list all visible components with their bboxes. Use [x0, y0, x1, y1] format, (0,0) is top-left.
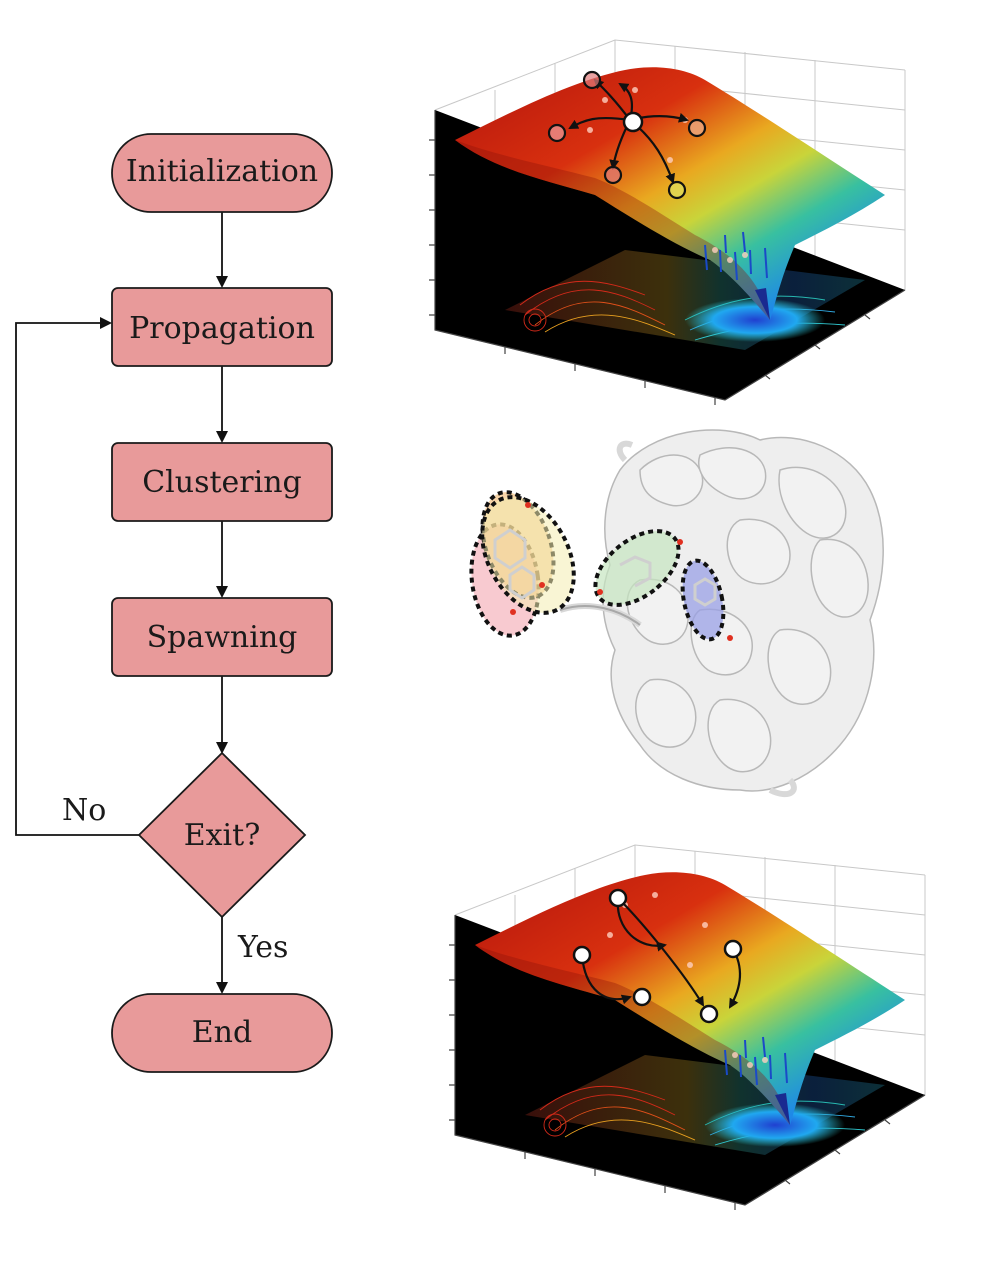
energy-landscape-top — [428, 39, 906, 406]
walker-marker-b — [572, 945, 592, 965]
edge-label-yes: Yes — [237, 930, 288, 965]
cluster-green — [593, 529, 681, 607]
protein-cluster-panel — [469, 429, 884, 798]
energy-landscape-bottom — [448, 844, 926, 1211]
node-spawning[interactable]: Spawning — [111, 597, 333, 677]
walker-parent-marker — [622, 111, 644, 133]
protein-ribbon — [559, 429, 884, 798]
node-clustering-label: Clustering — [142, 465, 302, 500]
node-spawning-label: Spawning — [147, 620, 298, 655]
node-end-label: End — [192, 1015, 252, 1050]
node-exit-label: Exit? — [184, 818, 261, 853]
cluster-blue — [680, 558, 726, 642]
node-end[interactable]: End — [111, 993, 333, 1073]
edge-label-no: No — [62, 793, 106, 828]
ligand-sticks — [493, 528, 717, 607]
node-propagation[interactable]: Propagation — [111, 287, 333, 367]
arrow-exit-no-loop — [15, 317, 139, 836]
flowchart: Initialization Propagation Clustering Sp… — [15, 133, 333, 1073]
walker-marker-merged — [699, 1004, 719, 1024]
cluster-yellow — [480, 495, 576, 615]
node-clustering[interactable]: Clustering — [111, 442, 333, 522]
walker-marker-a — [608, 888, 628, 908]
walkers-branching — [547, 70, 707, 200]
ligand-clusters — [469, 490, 733, 642]
walker-marker-c — [632, 987, 652, 1007]
walker-child-markers — [547, 70, 707, 200]
flowchart-connectors — [15, 212, 228, 994]
node-exit-decision[interactable]: Exit? — [137, 751, 307, 919]
node-initialization[interactable]: Initialization — [111, 133, 333, 213]
walkers-merging — [572, 888, 743, 1024]
walker-marker-d — [723, 939, 743, 959]
node-propagation-label: Propagation — [129, 311, 315, 346]
node-initialization-label: Initialization — [126, 154, 318, 189]
